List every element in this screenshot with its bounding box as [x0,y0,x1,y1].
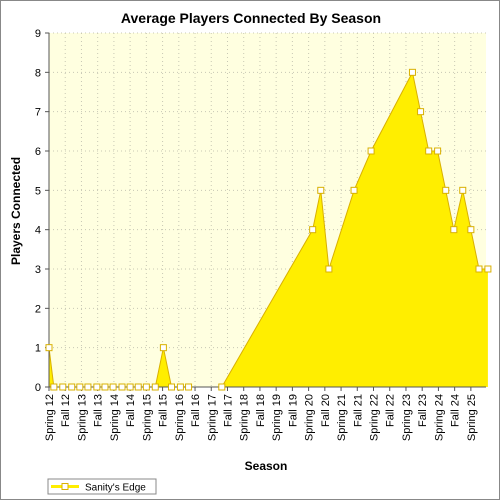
data-markers [45,68,492,391]
x-tick-label: Spring 17 [206,394,218,441]
data-point [408,68,416,76]
data-point [76,383,84,391]
data-point [118,383,126,391]
data-point [475,265,483,273]
x-tick-label: Fall 15 [158,394,170,427]
x-tick-labels: Spring 12 Fall 12 Spring 13 Fall 13 Spring 1… [44,394,478,441]
x-tick-label: Fall 24 [450,394,462,427]
x-tick-label: Fall 14 [125,394,137,427]
x-tick-label: Spring 18 [239,394,251,441]
legend-box [47,478,157,495]
x-tick-label: Spring 25 [466,394,478,441]
data-point [434,147,442,155]
y-tick-label: 7 [35,107,41,119]
data-point [142,383,150,391]
chart-title: Average Players Connected By Season [121,10,381,26]
x-tick-label: Fall 23 [417,394,429,427]
y-tick-label: 5 [35,185,41,197]
data-point [309,226,317,234]
x-tick-label: Spring 14 [109,394,121,441]
data-point [59,383,67,391]
x-tick-label: Fall 16 [190,394,202,427]
y-tick-label: 6 [35,146,41,158]
x-tick-label: Spring 19 [271,394,283,441]
data-point [459,186,467,194]
data-point [151,383,159,391]
y-tick-label: 2 [35,303,41,315]
x-tick-label: Fall 21 [352,394,364,427]
data-point [109,383,117,391]
data-point [350,186,358,194]
legend: Sanity's Edge [47,478,157,495]
data-point [45,344,53,352]
data-point [134,383,142,391]
x-tick-label: Spring 21 [336,394,348,441]
data-point [425,147,433,155]
y-tick-label: 0 [35,382,41,394]
x-tick-label: Fall 17 [222,394,234,427]
data-point [317,186,325,194]
data-point [68,383,76,391]
y-tick-label: 4 [35,225,41,237]
data-point [126,383,134,391]
data-point [101,383,109,391]
data-point [93,383,101,391]
x-tick-label: Spring 15 [141,394,153,441]
x-tick-label: Spring 20 [304,394,316,441]
data-point [168,383,176,391]
data-point [50,383,58,391]
y-tick-label: 9 [35,28,41,40]
x-axis-label: Season [245,459,288,473]
data-point [325,265,333,273]
y-tick-labels: 0 1 2 3 4 5 6 7 8 9 [35,28,41,394]
y-axis-label: Players Connected [9,157,23,265]
data-point [367,147,375,155]
x-tick-label: Fall 18 [255,394,267,427]
data-point [84,383,92,391]
x-tick-label: Spring 12 [44,394,56,441]
data-point [176,383,184,391]
data-point [467,226,475,234]
y-tick-label: 8 [35,67,41,79]
legend-swatch-marker [61,483,69,490]
data-point [484,265,492,273]
x-tick-label: Fall 22 [385,394,397,427]
data-point [450,226,458,234]
x-tick-label: Fall 20 [320,394,332,427]
x-tick-label: Spring 24 [433,394,445,441]
y-tick-label: 3 [35,264,41,276]
data-point [417,108,425,116]
data-point [442,186,450,194]
data-point [159,344,167,352]
x-tick-label: Spring 23 [401,394,413,441]
x-tick-label: Fall 13 [93,394,105,427]
y-tick-label: 1 [35,343,41,355]
legend-label: Sanity's Edge [85,483,146,494]
data-point [185,383,193,391]
x-tick-label: Fall 19 [287,394,299,427]
x-tick-label: Spring 16 [174,394,186,441]
x-tick-label: Spring 13 [76,394,88,441]
x-tick-label: Fall 12 [60,394,72,427]
data-point [218,383,226,391]
x-tick-label: Spring 22 [369,394,381,441]
series-area-fill [49,72,488,387]
